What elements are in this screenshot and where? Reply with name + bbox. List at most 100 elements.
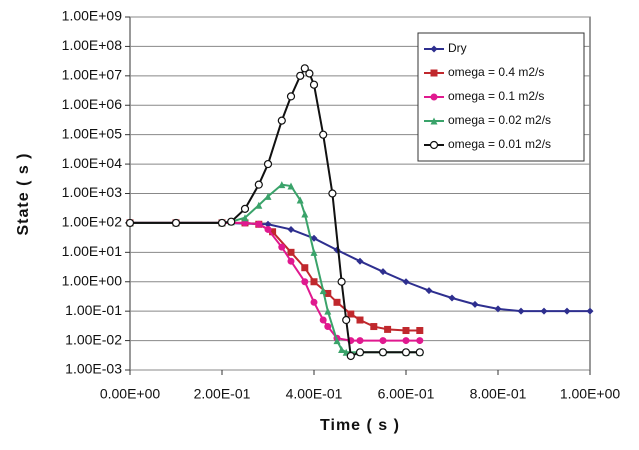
y-tick-label: 1.00E-01 [65,302,122,318]
marker [319,316,327,324]
marker [494,305,502,313]
marker [125,218,135,228]
marker [402,327,410,335]
marker [356,337,364,345]
marker [563,307,571,315]
marker [255,220,263,228]
marker [277,116,286,125]
marker [264,225,272,233]
marker [240,204,250,213]
marker [301,278,309,286]
marker [287,225,295,233]
x-tick-label: 6.00E-01 [378,386,435,402]
x-tick-label: 1.00E+00 [560,386,621,402]
marker [319,287,327,295]
legend-label: omega = 0.4 m2/s [448,65,544,79]
marker [324,323,332,331]
marker [255,201,263,209]
marker [328,189,337,198]
marker [287,248,295,256]
marker [171,218,181,228]
y-tick-label: 1.00E+04 [62,155,123,171]
marker [324,307,332,315]
x-tick-label: 4.00E-01 [286,386,343,402]
marker [263,159,273,169]
marker [286,92,296,101]
x-tick-label: 0.00E+00 [100,386,161,402]
marker [430,93,438,101]
marker [378,348,388,357]
marker [301,210,309,218]
marker [356,257,364,265]
y-tick-label: 1.00E-02 [65,331,122,347]
y-tick-label: 1.00E-03 [65,361,122,377]
marker [300,64,309,73]
marker [415,348,424,357]
marker [278,243,286,251]
marker [337,277,346,286]
marker [384,325,392,333]
marker [319,130,328,139]
marker [517,307,525,315]
marker [338,345,346,353]
y-tick-label: 1.00E+02 [62,214,123,230]
marker [540,307,548,315]
legend-label: omega = 0.02 m2/s [448,113,551,127]
y-axis-title: State ( s ) [15,152,32,235]
marker [333,337,341,345]
marker [287,257,295,265]
marker [305,69,314,78]
legend-label: Dry [448,41,467,55]
marker [264,220,272,228]
marker [342,315,351,325]
marker [296,71,305,80]
series-line [130,221,420,342]
marker [425,287,433,295]
legend-box [417,32,585,162]
y-tick-label: 1.00E+01 [62,243,123,259]
marker [324,289,332,297]
marker [416,337,424,345]
marker [241,214,249,222]
marker [370,323,378,331]
marker [402,337,410,345]
marker [333,298,341,306]
marker [448,294,456,302]
marker [356,316,364,324]
marker [416,327,424,335]
marker [429,140,439,150]
x-tick-label: 2.00E-01 [194,386,251,402]
marker [296,196,304,204]
y-tick-label: 1.00E+05 [62,125,123,141]
marker [346,351,355,361]
marker [310,234,318,242]
marker [309,80,319,89]
marker [355,348,365,357]
marker [471,300,479,308]
marker [217,218,227,228]
legend-label: omega = 0.01 m2/s [448,137,551,151]
marker [310,278,318,286]
marker [401,348,411,357]
y-tick-label: 1.00E+08 [62,37,123,53]
marker [254,180,263,189]
marker [287,182,295,190]
marker [227,217,236,226]
marker [430,69,438,77]
y-tick-label: 1.00E+09 [62,8,123,24]
legend-label: omega = 0.1 m2/s [448,89,544,103]
marker [347,310,355,318]
marker [264,192,272,200]
marker [301,264,309,272]
marker [310,248,318,256]
marker [402,278,410,286]
y-tick-label: 1.00E+06 [62,96,123,112]
marker [430,45,438,53]
x-axis-title: Time ( s ) [320,417,400,434]
x-tick-label: 8.00E-01 [470,386,527,402]
marker [379,268,387,276]
marker [379,337,387,345]
marker [269,228,277,236]
y-tick-label: 1.00E+00 [62,272,123,288]
